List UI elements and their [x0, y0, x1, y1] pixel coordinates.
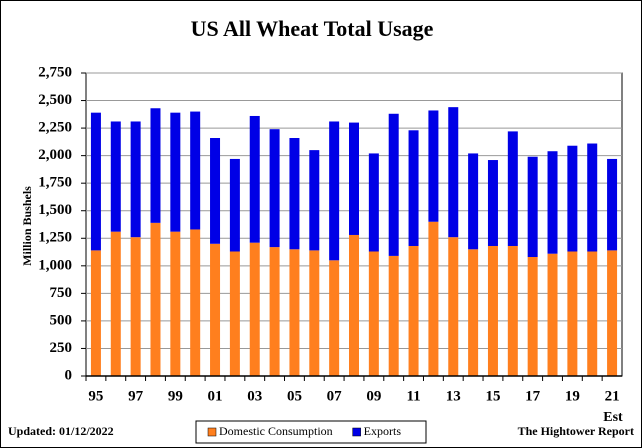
- bar-segment: [190, 229, 201, 376]
- bar-segment: [388, 113, 399, 256]
- bar-segment: [309, 250, 320, 376]
- bar-segment: [527, 156, 538, 258]
- legend-label: Domestic Consumption: [219, 424, 333, 438]
- legend-box: [195, 420, 427, 444]
- bar-segment: [487, 160, 498, 246]
- bar-segment: [249, 115, 260, 243]
- x-tick-label: 09: [366, 388, 381, 404]
- bar-segment: [368, 251, 379, 376]
- bar-segment: [269, 247, 280, 376]
- bar-segment: [408, 130, 419, 246]
- bar-segment: [329, 121, 340, 261]
- x-tick-label: 17: [525, 388, 541, 404]
- y-tick-label: 2,500: [38, 92, 72, 108]
- bar-segment: [587, 143, 598, 252]
- y-tick-label: 1,000: [38, 257, 72, 273]
- bar-segment: [547, 151, 558, 254]
- y-tick-label: 2,000: [38, 147, 72, 163]
- y-tick-label: 500: [50, 312, 73, 328]
- y-tick-label: 1,500: [38, 202, 72, 218]
- bar-segment: [229, 251, 240, 376]
- bar-segment: [448, 107, 459, 238]
- updated-note: Updated: 01/12/2022: [8, 424, 114, 438]
- x-tick-label: 99: [168, 388, 183, 404]
- y-tick-label: 750: [50, 285, 73, 301]
- bar-segment: [110, 121, 121, 232]
- bar-segment: [170, 112, 181, 232]
- bar-segment: [130, 237, 141, 376]
- bar-segment: [388, 255, 399, 376]
- bar-segment: [567, 145, 578, 252]
- bar-segment: [289, 249, 300, 376]
- x-tick-label: 13: [446, 388, 461, 404]
- bar-segment: [190, 111, 201, 230]
- bar-segment: [567, 251, 578, 376]
- y-tick-label: 1,250: [38, 230, 72, 246]
- legend-swatch: [207, 427, 217, 437]
- bar-segment: [210, 138, 221, 244]
- bar-segment: [607, 158, 618, 251]
- bar-segment: [150, 222, 161, 376]
- bar-segment: [210, 243, 221, 376]
- x-tick-label: 95: [88, 388, 103, 404]
- bar-segment: [110, 231, 121, 376]
- bar-segment: [527, 257, 538, 376]
- bar-segment: [329, 260, 340, 376]
- bar-segment: [468, 249, 479, 376]
- x-tick-label: 11: [406, 388, 420, 404]
- bar-segment: [130, 121, 141, 238]
- x-tick-label: 15: [485, 388, 500, 404]
- x-tick-label: 19: [565, 388, 580, 404]
- legend-swatch: [352, 427, 361, 437]
- bar-segment: [448, 237, 459, 376]
- bar-segment: [408, 245, 419, 376]
- y-tick-label: 2,250: [38, 120, 72, 136]
- bar-segment: [507, 131, 518, 246]
- estimate-note: Est: [603, 410, 623, 425]
- bar-segment: [547, 253, 558, 376]
- bar-segment: [428, 110, 439, 222]
- legend-label: Exports: [364, 424, 402, 438]
- chart-title: US All Wheat Total Usage: [191, 16, 434, 41]
- bar-segment: [349, 234, 359, 376]
- bar-segment: [170, 231, 181, 376]
- bar-segment: [249, 242, 260, 376]
- bar-segment: [90, 112, 101, 251]
- bar-segment: [587, 251, 598, 376]
- source-note: The Hightower Report: [518, 424, 634, 438]
- bar-segment: [90, 250, 101, 376]
- y-tick-label: 1,750: [38, 175, 72, 191]
- x-tick-label: 03: [247, 388, 262, 404]
- bar-segment: [368, 153, 379, 252]
- x-tick-label: 05: [287, 388, 302, 404]
- bar-segment: [349, 122, 359, 235]
- x-tick-label: 97: [128, 388, 144, 404]
- x-tick-label: 07: [327, 388, 343, 404]
- y-tick-label: 250: [50, 340, 73, 356]
- y-tick-label: 0: [65, 367, 73, 383]
- y-axis-label: Million Bushels: [20, 186, 34, 266]
- bar-segment: [607, 250, 618, 376]
- bar-segment: [487, 245, 498, 376]
- bar-segment: [309, 150, 320, 251]
- bar-segment: [150, 108, 161, 223]
- bar-segment: [468, 153, 479, 250]
- x-tick-label: 01: [208, 388, 223, 404]
- bar-segment: [428, 221, 439, 376]
- bar-segment: [289, 138, 300, 250]
- bar-segment: [507, 245, 518, 376]
- x-tick-label: 21: [605, 388, 620, 404]
- bar-segment: [269, 129, 280, 248]
- y-tick-label: 2,750: [38, 64, 72, 80]
- bar-segment: [229, 158, 240, 252]
